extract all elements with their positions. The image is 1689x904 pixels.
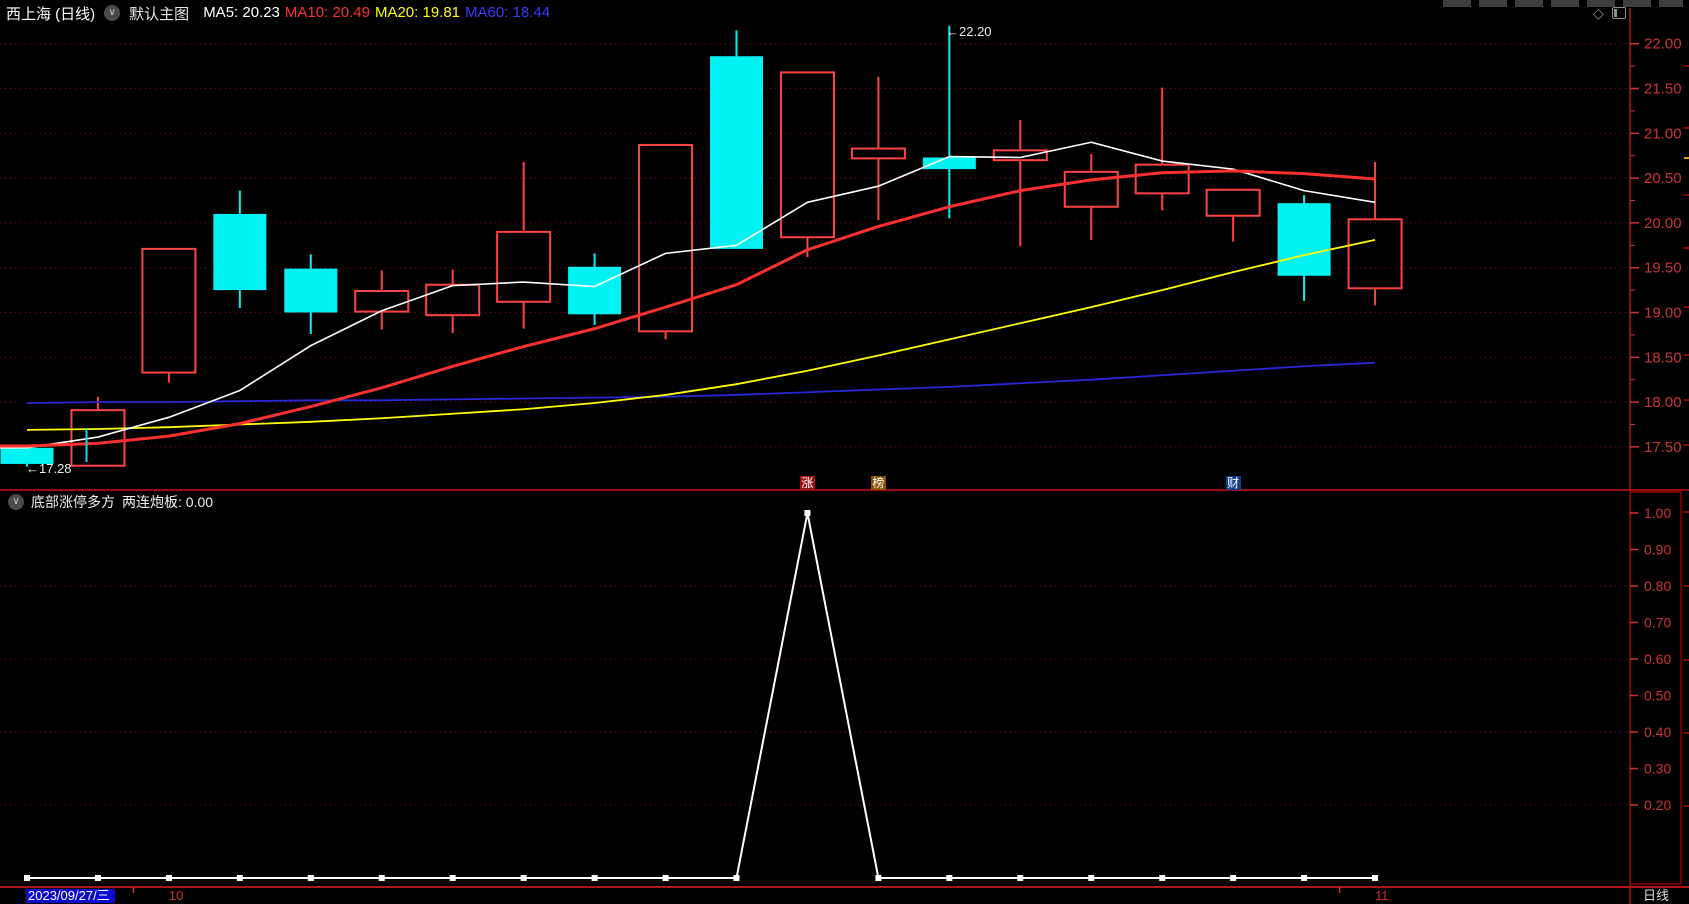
candle-up[interactable] — [779, 71, 835, 239]
price-tick-label: 20.50 — [1644, 170, 1682, 187]
indicator-point — [1230, 875, 1237, 881]
candle-down[interactable] — [0, 447, 54, 464]
candle-down[interactable] — [1277, 203, 1331, 276]
price-tick-label: 19.00 — [1644, 305, 1682, 322]
candle-down[interactable] — [284, 268, 338, 313]
price-annotation: ←22.20 — [946, 24, 992, 39]
candle-down[interactable] — [213, 213, 267, 291]
candle-down[interactable] — [922, 157, 976, 170]
indicator-point — [1017, 875, 1024, 881]
indicator-point — [875, 875, 882, 881]
candle-up[interactable] — [141, 247, 197, 374]
candle-up[interactable] — [1347, 218, 1403, 290]
event-badge[interactable]: 榜 — [870, 476, 886, 490]
ma-line-ma10 — [0, 169, 1376, 448]
indicator-point — [520, 875, 527, 881]
indicator-point — [662, 875, 669, 881]
indicator-point — [236, 875, 243, 881]
price-tick-label: 18.00 — [1644, 394, 1682, 411]
candle-up[interactable] — [1134, 163, 1190, 195]
indicator-point — [804, 510, 811, 516]
candle-up[interactable] — [992, 149, 1048, 162]
indicator-line — [27, 512, 1376, 879]
candle-down[interactable] — [710, 56, 763, 249]
indicator-point — [946, 875, 953, 881]
indicator-point — [1372, 875, 1379, 881]
candle-up[interactable] — [850, 147, 906, 160]
ma-line-ma5 — [0, 141, 1376, 449]
ma-label: MA60: 18.44 — [465, 4, 551, 21]
start-date-cell: 2023/09/27/三 — [26, 889, 115, 903]
indicator-name[interactable]: 底部涨停多方 — [31, 493, 115, 510]
indicator-tick-label: 0.20 — [1644, 797, 1671, 813]
window-edge-strip — [1443, 0, 1683, 7]
month-label: 10 — [168, 888, 184, 903]
month-label: 11 — [1375, 888, 1389, 903]
overlay-selector[interactable]: 默认主图 — [129, 5, 190, 23]
candle-up[interactable] — [425, 283, 481, 317]
indicator-point — [24, 875, 30, 881]
indicator-point — [733, 875, 740, 881]
diamond-icon[interactable]: ◇ — [1593, 5, 1604, 21]
price-tick-label: 21.00 — [1644, 125, 1682, 142]
sub-chart-header: ∨ 底部涨停多方 两连炮板: 0.00 — [8, 493, 213, 510]
price-annotation: ←17.28 — [26, 461, 72, 476]
ma-label: MA10: 20.49 — [284, 4, 370, 21]
candle-up[interactable] — [496, 230, 552, 303]
indicator-point — [378, 875, 385, 881]
candle-up[interactable] — [638, 143, 694, 333]
price-tick-label: 22.00 — [1644, 36, 1682, 53]
window-icons: ◇ — [1593, 6, 1626, 20]
indicator-axis-box — [1629, 491, 1682, 885]
ma-label: MA5: 20.23 — [203, 4, 280, 21]
indicator-tick-label: 0.80 — [1644, 578, 1671, 594]
indicator-point — [449, 875, 456, 881]
indicator-value: 两连炮板: 0.00 — [122, 493, 214, 510]
indicator-tick-label: 0.90 — [1644, 542, 1671, 558]
price-tick-label: 18.50 — [1644, 349, 1682, 366]
candle-up[interactable] — [1063, 170, 1119, 208]
price-tick-label: 19.50 — [1644, 260, 1682, 277]
price-tick-label: 21.50 — [1644, 81, 1682, 98]
indicator-tick-label: 0.30 — [1644, 761, 1671, 777]
indicator-point — [1159, 875, 1166, 881]
candle-up[interactable] — [70, 409, 126, 467]
symbol-title: 西上海 (日线) — [6, 5, 96, 23]
main-chart-header: 西上海 (日线) ∨ 默认主图 MA5: 20.23 MA10: 20.49 MA2… — [6, 3, 550, 23]
indicator-point — [165, 875, 172, 881]
chevron-down-icon[interactable]: ∨ — [8, 493, 24, 510]
panel-toggle-icon[interactable] — [1611, 7, 1626, 19]
ma-legend: MA5: 20.23 MA10: 20.49 MA20: 19.81 MA60: 18… — [198, 4, 550, 22]
price-tick-label: 17.50 — [1644, 439, 1682, 456]
indicator-tick-label: 0.40 — [1644, 724, 1671, 740]
indicator-tick-label: 0.60 — [1644, 651, 1671, 667]
event-badge[interactable]: 涨 — [799, 476, 815, 490]
period-cell[interactable]: 日线 — [1642, 888, 1669, 903]
indicator-tick-label: 0.50 — [1644, 688, 1671, 704]
ma-line-ma60 — [26, 361, 1376, 404]
indicator-point — [1088, 875, 1095, 881]
candle-up[interactable] — [354, 289, 410, 313]
indicator-point — [591, 875, 598, 881]
ma-line-ma20 — [26, 239, 1376, 431]
price-tick-label: 20.00 — [1644, 215, 1682, 232]
indicator-point — [94, 875, 101, 881]
candle-down[interactable] — [568, 266, 622, 315]
chevron-down-icon[interactable]: ∨ — [104, 5, 121, 21]
ma-label: MA20: 19.81 — [374, 4, 461, 21]
indicator-point — [307, 875, 314, 881]
event-badge[interactable]: 财 — [1225, 476, 1241, 490]
indicator-tick-label: 0.70 — [1644, 615, 1671, 631]
indicator-tick-label: 1.00 — [1644, 505, 1671, 521]
candle-up[interactable] — [1205, 188, 1261, 217]
indicator-point — [1301, 875, 1308, 881]
